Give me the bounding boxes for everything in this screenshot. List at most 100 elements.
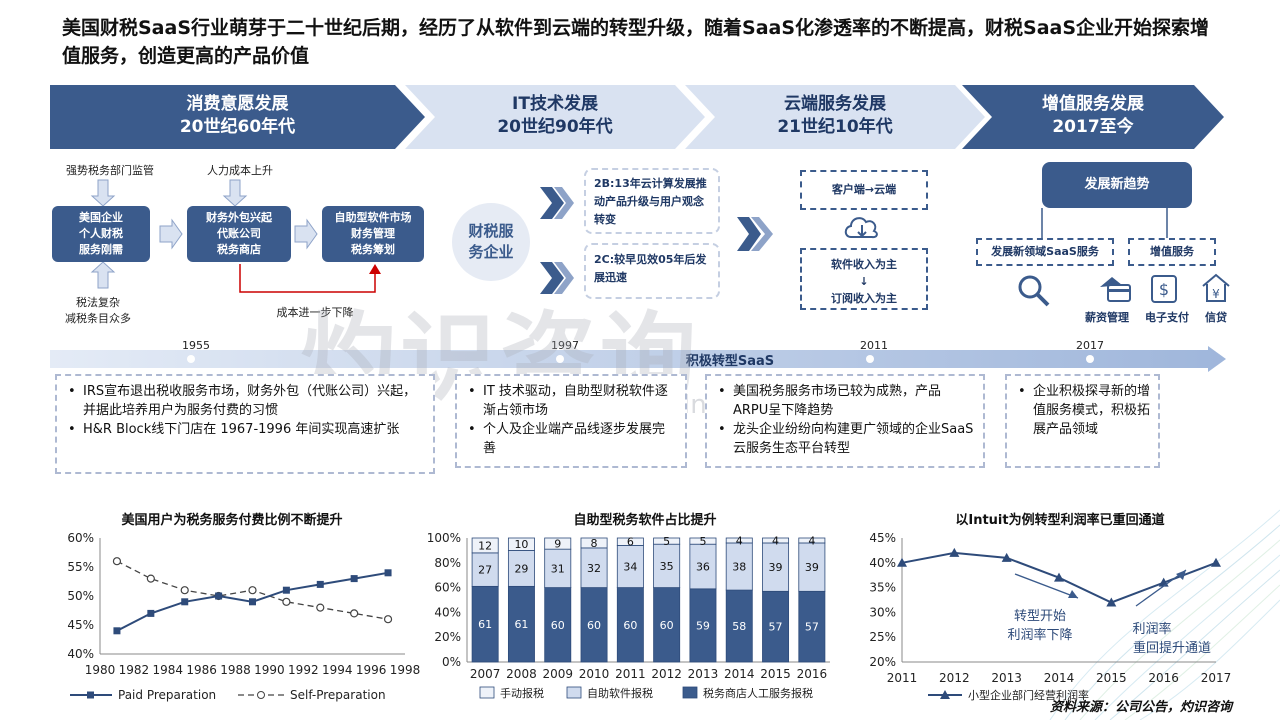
bar-value-label: 39 [769, 561, 783, 574]
stage-period: 20世纪60年代 [179, 117, 296, 137]
point-paid [350, 575, 358, 583]
bar-value-label: 27 [478, 564, 492, 577]
panel-bullet: 个人及企业端产品线逐步发展完善 [467, 420, 677, 458]
timeline-year: 1997 [551, 339, 579, 352]
x-tick-label: 1986 [186, 663, 217, 677]
bar-segment [471, 537, 499, 554]
svg-text:$: $ [1159, 280, 1169, 299]
bar-value-label: 10 [514, 538, 528, 551]
legend-label-self: Self-Preparation [290, 688, 386, 702]
x-tick-label: 2009 [542, 667, 573, 681]
timeline-year: 2011 [860, 339, 888, 352]
x-tick-label: 2012 [651, 667, 682, 681]
box-revenue-shift: 软件收入为主 ↓ 订阅收入为主 [800, 248, 928, 310]
bar-segment [689, 537, 717, 545]
point-paid [113, 627, 121, 635]
chart-3-title: 以Intuit为例转型利润率已重回通道 [955, 513, 1165, 528]
stage-period: 21世纪10年代 [777, 117, 893, 137]
legend-label-paid: Paid Preparation [118, 688, 216, 702]
stage-title: IT技术发展 [512, 94, 598, 114]
bar-value-label: 58 [732, 620, 746, 633]
legend-label: 手动报税 [500, 686, 544, 700]
bar-segment [762, 537, 790, 544]
point-self [316, 603, 325, 612]
timeline-year: 1955 [182, 339, 210, 352]
annotation-text: 重回提升通道 [1133, 640, 1211, 656]
bar-segment [544, 587, 572, 663]
stage-title: 消费意愿发展 [186, 94, 289, 114]
chevron-right-icon [540, 187, 574, 219]
legend-label: 小型企业部门经营利润率 [968, 688, 1089, 702]
icon-label-credit: 信贷 [1205, 311, 1227, 324]
dollar-icon: $ [1151, 275, 1177, 303]
bar-segment [689, 588, 717, 663]
x-tick-label: 1992 [288, 663, 319, 677]
bar-value-label: 12 [478, 539, 492, 552]
legend-marker-self [257, 691, 265, 699]
timeline-year: 2017 [1076, 339, 1104, 352]
bar-value-label: 4 [736, 534, 743, 547]
panel-stage-1: IRS宣布退出税收服务市场，财务外包（代账公司）兴起，并据此培养用户为服务付费的… [55, 374, 435, 474]
point-paid [282, 586, 290, 594]
panel-stage-4: 企业积极探寻新的增值服务模式，积极拓展产品领域 [1005, 374, 1160, 468]
stage-1: 消费意愿发展 20世纪60年代 [50, 85, 425, 149]
legend-marker-paid [87, 691, 94, 699]
chevron-right-icon [737, 217, 773, 251]
bar-segment [616, 537, 644, 546]
cost-decline-label: 成本进一步下降 [276, 306, 354, 319]
y-tick-label: 100% [427, 531, 461, 545]
legend-label: 自助软件报税 [587, 686, 653, 700]
x-tick-label: 1996 [356, 663, 387, 677]
bar-segment [471, 585, 499, 663]
bubble-tax-service-firms: 财税服 务企业 [452, 203, 530, 281]
stage-4: 增值服务发展 2017至今 [962, 85, 1224, 149]
x-tick-label: 2016 [1148, 671, 1179, 685]
chart-self-software-share: 0% 20% 40% 60% 80% 100% 61 27 12 2007 61 29 10 2008 60… [427, 531, 830, 700]
x-tick-label: 2014 [1044, 671, 1075, 685]
point-self [112, 557, 122, 566]
legend-swatch [479, 686, 495, 699]
source-note: 资料来源：公司公告，灼识咨询 [1050, 700, 1233, 715]
driver-regulation: 强势税务部门监管 [66, 164, 154, 177]
timeline-label: 积极转型SaaS [685, 354, 775, 369]
y-tick-label: 35% [869, 581, 896, 595]
y-tick-label: 60% [434, 581, 461, 595]
point-margin [1001, 552, 1012, 562]
bar-value-label: 35 [660, 560, 674, 573]
house-yen-icon: ¥ [1202, 273, 1230, 302]
box-2c: 2C:较早见效05年后发展迅速 [584, 243, 720, 299]
bar-value-label: 5 [663, 535, 670, 548]
x-tick-label: 2013 [688, 667, 719, 681]
point-self [282, 597, 291, 606]
x-tick-label: 1994 [322, 663, 353, 677]
point-paid [181, 598, 189, 606]
point-paid [249, 598, 256, 606]
annotation-arrow-up [1135, 569, 1187, 607]
x-tick-label: 2016 [797, 667, 828, 681]
bar-segment [653, 537, 681, 545]
bar-value-label: 61 [478, 618, 492, 631]
bar-segment [580, 547, 608, 589]
bar-segment [471, 552, 499, 587]
bar-segment [725, 542, 753, 591]
box-client-to-cloud: 客户端→云端 [800, 170, 928, 210]
box-demand: 美国企业 个人财税 服务刚需 [52, 206, 150, 262]
y-tick-label: 60% [67, 531, 94, 545]
x-tick-label: 2011 [887, 671, 918, 685]
x-tick-label: 2008 [506, 667, 537, 681]
bar-value-label: 9 [554, 538, 561, 551]
point-self [383, 615, 393, 624]
bar-segment [580, 587, 608, 663]
panel-bullet: H&R Block线下门店在 1967-1996 年间实现高速扩张 [67, 420, 425, 439]
trend-connector [1041, 208, 1168, 238]
y-tick-label: 55% [67, 560, 94, 574]
y-tick-label: 45% [67, 618, 94, 632]
stage-2: IT技术发展 20世纪90年代 [405, 85, 705, 149]
card-icon [1100, 277, 1131, 302]
revenue-subscription: 订阅收入为主 [831, 292, 897, 305]
box-software-market: 自助型软件市场 财务管理 税务筹划 [322, 206, 424, 262]
stage-period: 2017至今 [1052, 117, 1134, 137]
stage-title: 云端服务发展 [784, 94, 886, 114]
point-margin [1106, 597, 1117, 607]
point-paid [147, 609, 155, 617]
